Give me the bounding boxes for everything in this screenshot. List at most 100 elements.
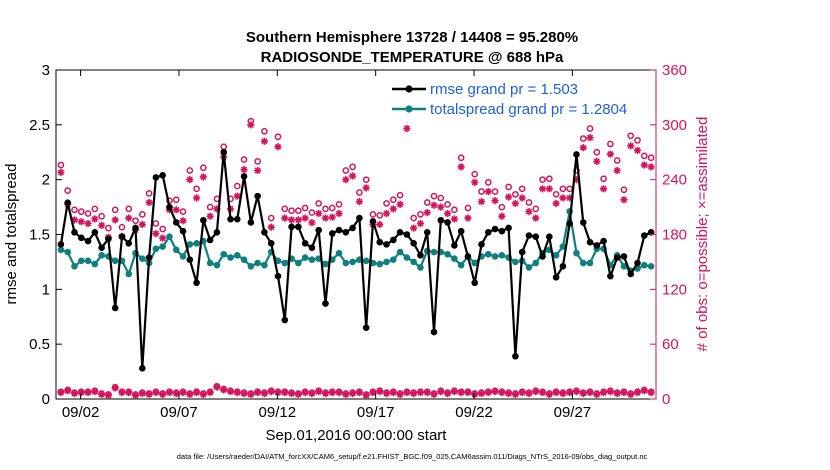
rmse-point <box>546 233 553 240</box>
obs-assimilated-peak-marker <box>532 214 540 222</box>
rmse-point <box>315 226 322 234</box>
y-tick-label: 2 <box>42 172 50 189</box>
x-tick-label: 09/02 <box>62 404 100 421</box>
obs-assimilated-marker <box>213 383 221 391</box>
obs-assimilated-marker <box>376 388 384 396</box>
rmse-point <box>274 272 282 280</box>
obs-assimilated-marker <box>206 389 214 397</box>
totalspread-point <box>125 270 133 278</box>
obs-assimilated-peak-marker <box>403 124 411 133</box>
totalspread-point <box>98 252 105 259</box>
obs-assimilated-marker <box>179 389 187 397</box>
obs-assimilated-marker <box>579 389 587 398</box>
obs-assimilated-marker <box>281 389 289 397</box>
chart-title-line-1: Southern Hemisphere 13728 / 14408 = 95.2… <box>246 29 578 46</box>
rmse-point <box>613 254 621 261</box>
totalspread-point <box>342 259 350 267</box>
rmse-point <box>328 230 336 237</box>
obs-assimilated-peak-marker <box>321 214 330 222</box>
rmse-point <box>362 324 370 332</box>
legend-rmse-label: rmse grand pr = 1.503 <box>430 81 578 98</box>
y-axis-label: rmse and totalspread <box>3 164 20 305</box>
obs-assimilated-peak-marker <box>416 219 425 228</box>
obs-assimilated-peak-marker <box>593 157 601 165</box>
obs-possible-peak-marker <box>471 170 479 178</box>
rmse-point <box>342 229 350 236</box>
obs-possible-peak-marker <box>607 140 614 148</box>
obs-possible-peak-marker <box>105 224 112 232</box>
rmse-point <box>417 252 424 259</box>
obs-assimilated-peak-marker <box>430 201 438 209</box>
obs-possible-peak-marker <box>118 223 126 231</box>
obs-assimilated-marker <box>593 390 601 399</box>
obs-possible-peak-marker <box>356 189 363 196</box>
rmse-point <box>356 214 363 222</box>
obs-assimilated-peak-marker <box>192 194 201 202</box>
obs-assimilated-marker <box>627 390 635 399</box>
rmse-point <box>152 174 160 181</box>
rmse-point <box>607 272 614 280</box>
totalspread-point <box>586 259 594 267</box>
totalspread-point <box>139 255 146 262</box>
rmse-point <box>98 244 105 251</box>
rmse-point <box>254 192 261 200</box>
rmse-point <box>457 227 465 235</box>
obs-assimilated-marker <box>362 391 370 399</box>
obs-assimilated-marker <box>186 390 194 399</box>
rmse-point <box>593 242 601 249</box>
obs-possible-peak-marker <box>138 211 146 218</box>
obs-assimilated-marker <box>532 388 540 396</box>
obs-count-layer <box>57 116 655 399</box>
rmse-point <box>301 239 309 247</box>
rmse-point <box>586 238 594 246</box>
obs-assimilated-peak-marker <box>179 217 187 225</box>
obs-assimilated-marker <box>308 389 316 398</box>
rmse-point <box>484 229 492 236</box>
obs-assimilated-peak-marker <box>362 184 370 192</box>
obs-possible-peak-marker <box>410 214 418 222</box>
obs-possible-peak-marker <box>342 167 350 174</box>
obs-assimilated-marker <box>518 389 526 397</box>
rmse-point <box>71 229 78 236</box>
obs-possible-peak-marker <box>545 175 553 183</box>
rmse-point <box>478 241 485 248</box>
totalspread-point <box>444 250 451 258</box>
totalspread-point <box>84 257 92 265</box>
obs-assimilated-marker <box>349 389 357 398</box>
obs-assimilated-peak-marker <box>599 185 608 193</box>
obs-assimilated-marker <box>64 387 72 395</box>
obs-assimilated-marker <box>226 388 235 396</box>
rmse-point <box>403 231 411 238</box>
rmse-point <box>139 364 146 372</box>
totalspread-point <box>376 260 384 268</box>
obs-assimilated-peak-marker <box>301 214 309 222</box>
obs-assimilated-marker <box>599 389 608 397</box>
rmse-point <box>369 218 377 225</box>
totalspread-point <box>559 243 567 250</box>
obs-possible-peak-marker <box>57 161 65 169</box>
obs-assimilated-marker <box>328 389 336 397</box>
obs-assimilated-marker <box>118 389 126 397</box>
obs-assimilated-peak-marker <box>606 150 614 158</box>
totalspread-point <box>410 258 417 266</box>
y-tick-label: 0 <box>42 391 50 408</box>
obs-assimilated-marker <box>633 389 642 397</box>
y2-tick-label: 300 <box>662 117 687 134</box>
obs-possible-peak-marker <box>294 207 302 215</box>
totalspread-point <box>193 239 200 247</box>
totalspread-point <box>206 259 214 267</box>
rmse-point <box>84 237 92 245</box>
rmse-point <box>498 227 506 235</box>
totalspread-point <box>240 256 248 264</box>
x-tick-label: 09/22 <box>455 404 493 421</box>
obs-possible-peak-marker <box>315 200 323 207</box>
obs-possible-peak-marker <box>559 185 567 193</box>
legend-box <box>385 77 653 123</box>
rmse-point <box>111 304 119 312</box>
rmse-point <box>471 279 479 287</box>
rmse-point <box>267 239 275 247</box>
obs-assimilated-peak-marker <box>206 212 214 220</box>
obs-assimilated-peak-marker <box>437 203 445 211</box>
obs-assimilated-marker <box>70 389 79 398</box>
y-tick-label: 2.5 <box>29 117 50 134</box>
